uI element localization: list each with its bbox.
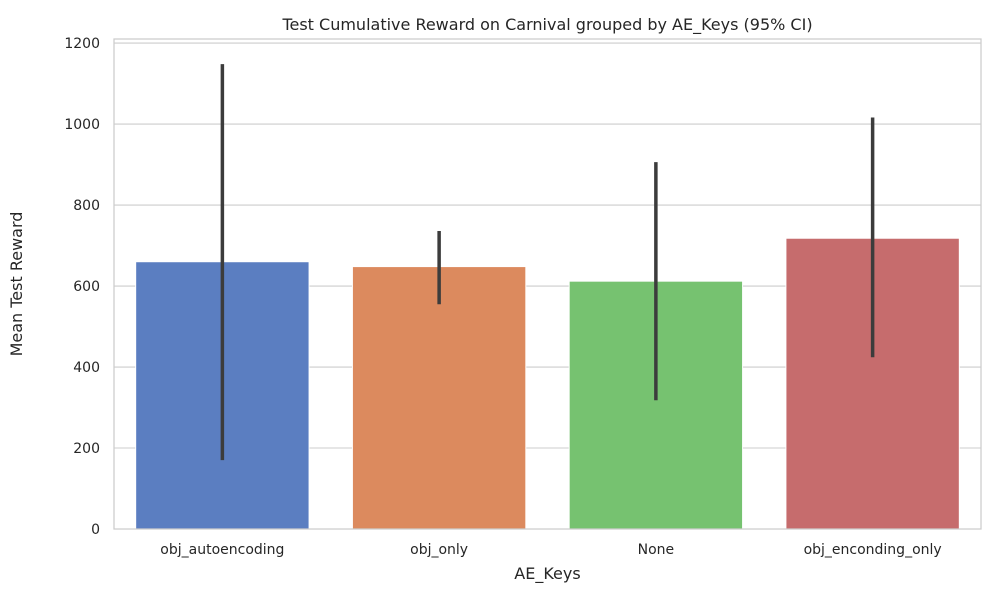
- y-tick-label: 600: [73, 279, 100, 295]
- bar-obj-only: [351, 266, 527, 530]
- y-tick-labels: 0 200 400 600 800 1000 1200: [64, 36, 100, 538]
- x-tick-label: None: [638, 542, 675, 558]
- y-axis-title: Mean Test Reward: [7, 212, 26, 357]
- y-tick-label: 200: [73, 441, 100, 457]
- y-tick-label: 400: [73, 360, 100, 376]
- x-tick-label: obj_only: [410, 542, 468, 558]
- x-tick-label: obj_enconding_only: [804, 542, 942, 558]
- x-tick-label: obj_autoencoding: [160, 542, 284, 558]
- plot-frame: [113, 38, 982, 530]
- chart-title: Test Cumulative Reward on Carnival group…: [281, 15, 812, 35]
- y-tick-label: 0: [91, 522, 100, 538]
- y-tick-label: 1200: [64, 36, 100, 52]
- y-tick-label: 800: [73, 198, 100, 214]
- x-axis-title: AE_Keys: [514, 564, 580, 584]
- error-bars: [220, 64, 875, 461]
- y-tick-label: 1000: [64, 117, 100, 133]
- x-tick-labels: obj_autoencoding obj_only None obj_encondin…: [160, 542, 941, 558]
